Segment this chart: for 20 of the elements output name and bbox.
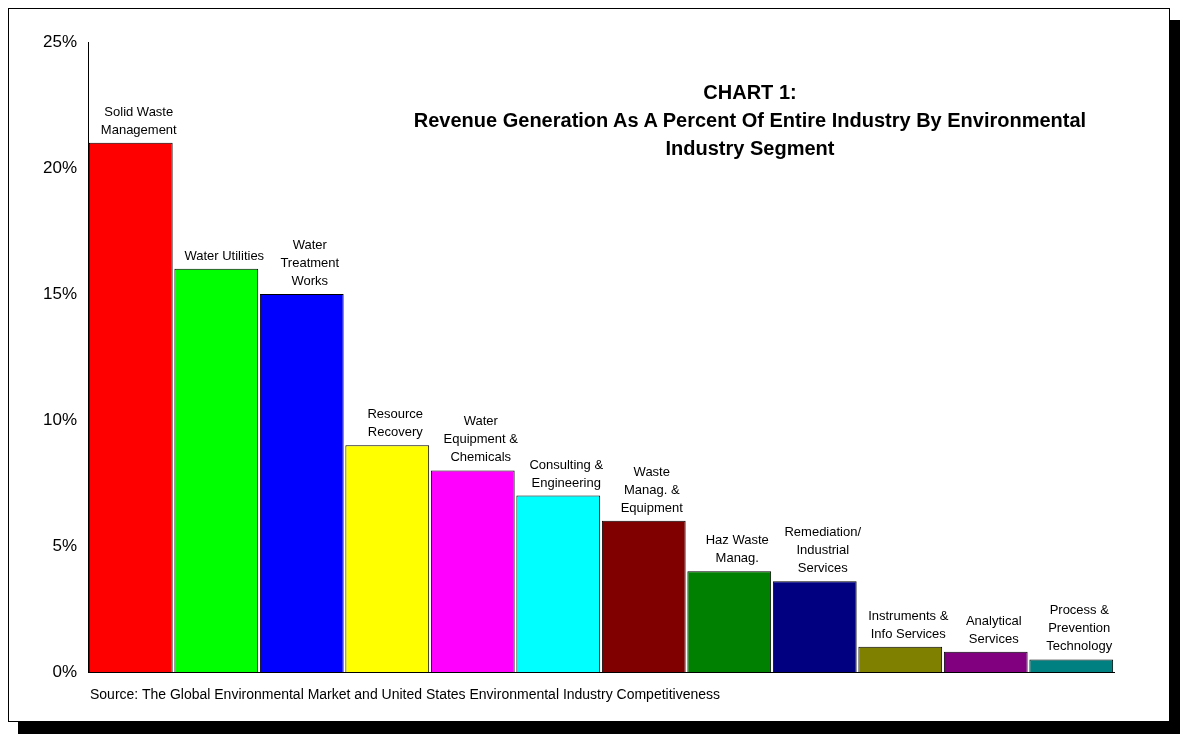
x-tick-label: Water Utilities [184,247,265,263]
x-tick-label: Water Treatment Works [280,237,340,289]
x-tick-label: Consulting & Engineering [529,456,604,490]
y-tick-label: 5% [52,535,78,555]
y-tick-label: 0% [52,661,78,681]
x-tick-label: Instruments & Info Services [868,607,949,641]
y-tick-label: 25% [42,31,78,51]
x-tick-label: Process & Prevention Technology [1046,602,1113,654]
y-tick-label: 10% [42,409,78,429]
x-tick-label: Waste Manag. & Equipment [620,463,684,515]
y-tick-label: 20% [42,157,78,177]
x-tick-label: Analytical Services [965,612,1022,646]
x-tick-label: Solid Waste Management [100,103,178,137]
x-tick-label: Water Equipment & Chemicals [443,413,519,465]
y-tick-label: 15% [42,283,78,303]
x-tick-label: Resource Recovery [367,406,424,440]
text: CHART 1: Revenue Generation As A Percent Of Entire Industry By Environmental Industry Segment [412,80,1088,161]
source-note: Source: The Global Environmental Market and United States Environmental Industry Competitiveness [90,686,721,702]
x-tick-label: Remediation/ Industrial Services [784,524,862,576]
x-tick-label: Haz Waste Manag. [705,532,769,566]
